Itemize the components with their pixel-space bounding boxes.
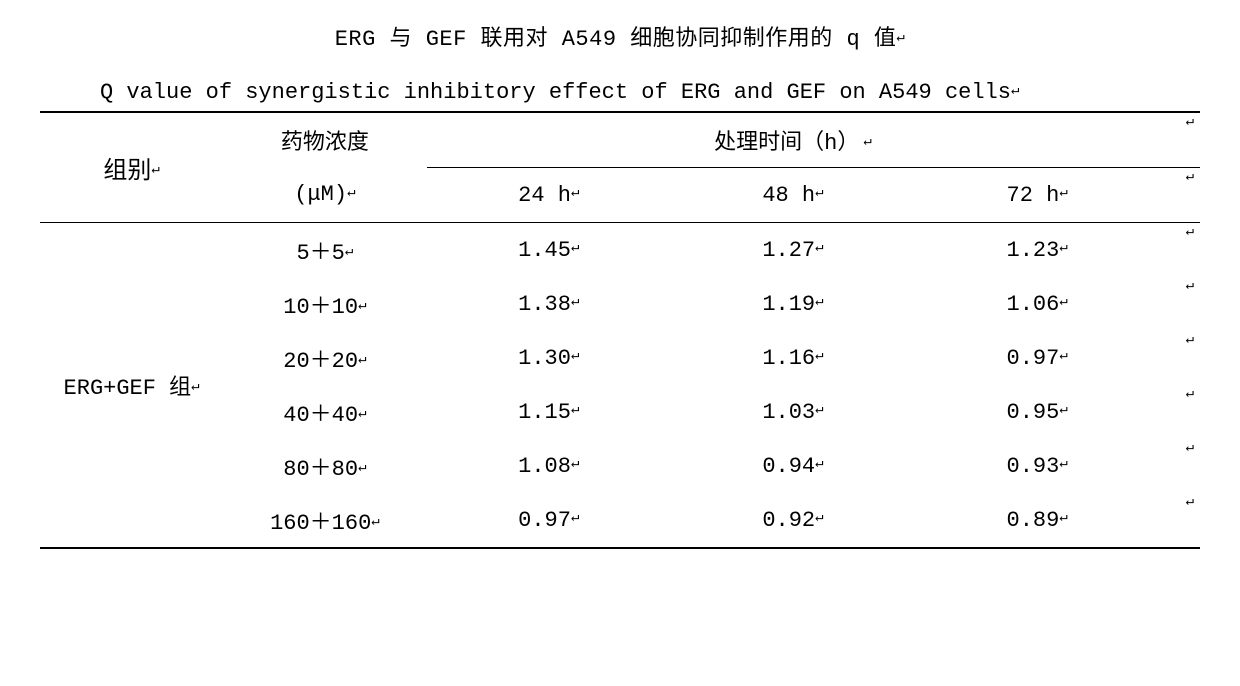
cell-val: 1.30↵ bbox=[427, 331, 671, 385]
cell-val: 1.15↵ bbox=[427, 385, 671, 439]
cell-val: 1.06↵ bbox=[915, 277, 1159, 331]
cell-val: 1.38↵ bbox=[427, 277, 671, 331]
header-72h: 72 h↵ bbox=[915, 168, 1159, 223]
row-end: ↵ bbox=[1159, 168, 1200, 223]
cell-conc: 80＋80↵ bbox=[223, 439, 427, 493]
cell-val: 0.89↵ bbox=[915, 493, 1159, 548]
header-group: 组别↵ bbox=[40, 112, 223, 223]
cell-val: 1.27↵ bbox=[671, 223, 915, 278]
cell-val: 0.94↵ bbox=[671, 439, 915, 493]
cell-conc: 160＋160↵ bbox=[223, 493, 427, 548]
row-end: ↵ bbox=[1159, 493, 1200, 548]
cell-val: 0.92↵ bbox=[671, 493, 915, 548]
header-48h: 48 h↵ bbox=[671, 168, 915, 223]
cell-conc: 5＋5↵ bbox=[223, 223, 427, 278]
title-chinese: ERG 与 GEF 联用对 A549 细胞协同抑制作用的 q 值↵ bbox=[40, 20, 1200, 52]
cell-val: 0.95↵ bbox=[915, 385, 1159, 439]
cell-conc: 40＋40↵ bbox=[223, 385, 427, 439]
row-end: ↵ bbox=[1159, 439, 1200, 493]
row-end: ↵ bbox=[1159, 223, 1200, 278]
cell-val: 0.97↵ bbox=[427, 493, 671, 548]
cell-val: 1.19↵ bbox=[671, 277, 915, 331]
cell-val: 1.08↵ bbox=[427, 439, 671, 493]
header-time: 处理时间（h）↵ bbox=[427, 112, 1160, 168]
row-end: ↵ bbox=[1159, 112, 1200, 168]
q-value-table: 组别↵ 药物浓度 处理时间（h）↵ ↵ (μM)↵ 24 h↵ 48 h↵ 72… bbox=[40, 111, 1200, 549]
cell-val: 1.23↵ bbox=[915, 223, 1159, 278]
cell-val: 0.93↵ bbox=[915, 439, 1159, 493]
header-concentration-label: 药物浓度 bbox=[223, 112, 427, 168]
cell-conc: 10＋10↵ bbox=[223, 277, 427, 331]
row-end: ↵ bbox=[1159, 331, 1200, 385]
cell-val: 1.45↵ bbox=[427, 223, 671, 278]
cell-conc: 20＋20↵ bbox=[223, 331, 427, 385]
header-concentration-unit: (μM)↵ bbox=[223, 168, 427, 223]
row-end: ↵ bbox=[1159, 277, 1200, 331]
return-icon: ↵ bbox=[1011, 82, 1019, 99]
row-end: ↵ bbox=[1159, 385, 1200, 439]
return-icon: ↵ bbox=[896, 29, 905, 46]
title-english: Q value of synergistic inhibitory effect… bbox=[40, 80, 1200, 105]
cell-val: 1.03↵ bbox=[671, 385, 915, 439]
header-24h: 24 h↵ bbox=[427, 168, 671, 223]
cell-val: 1.16↵ bbox=[671, 331, 915, 385]
cell-val: 0.97↵ bbox=[915, 331, 1159, 385]
group-label: ERG+GEF 组↵ bbox=[40, 223, 223, 549]
